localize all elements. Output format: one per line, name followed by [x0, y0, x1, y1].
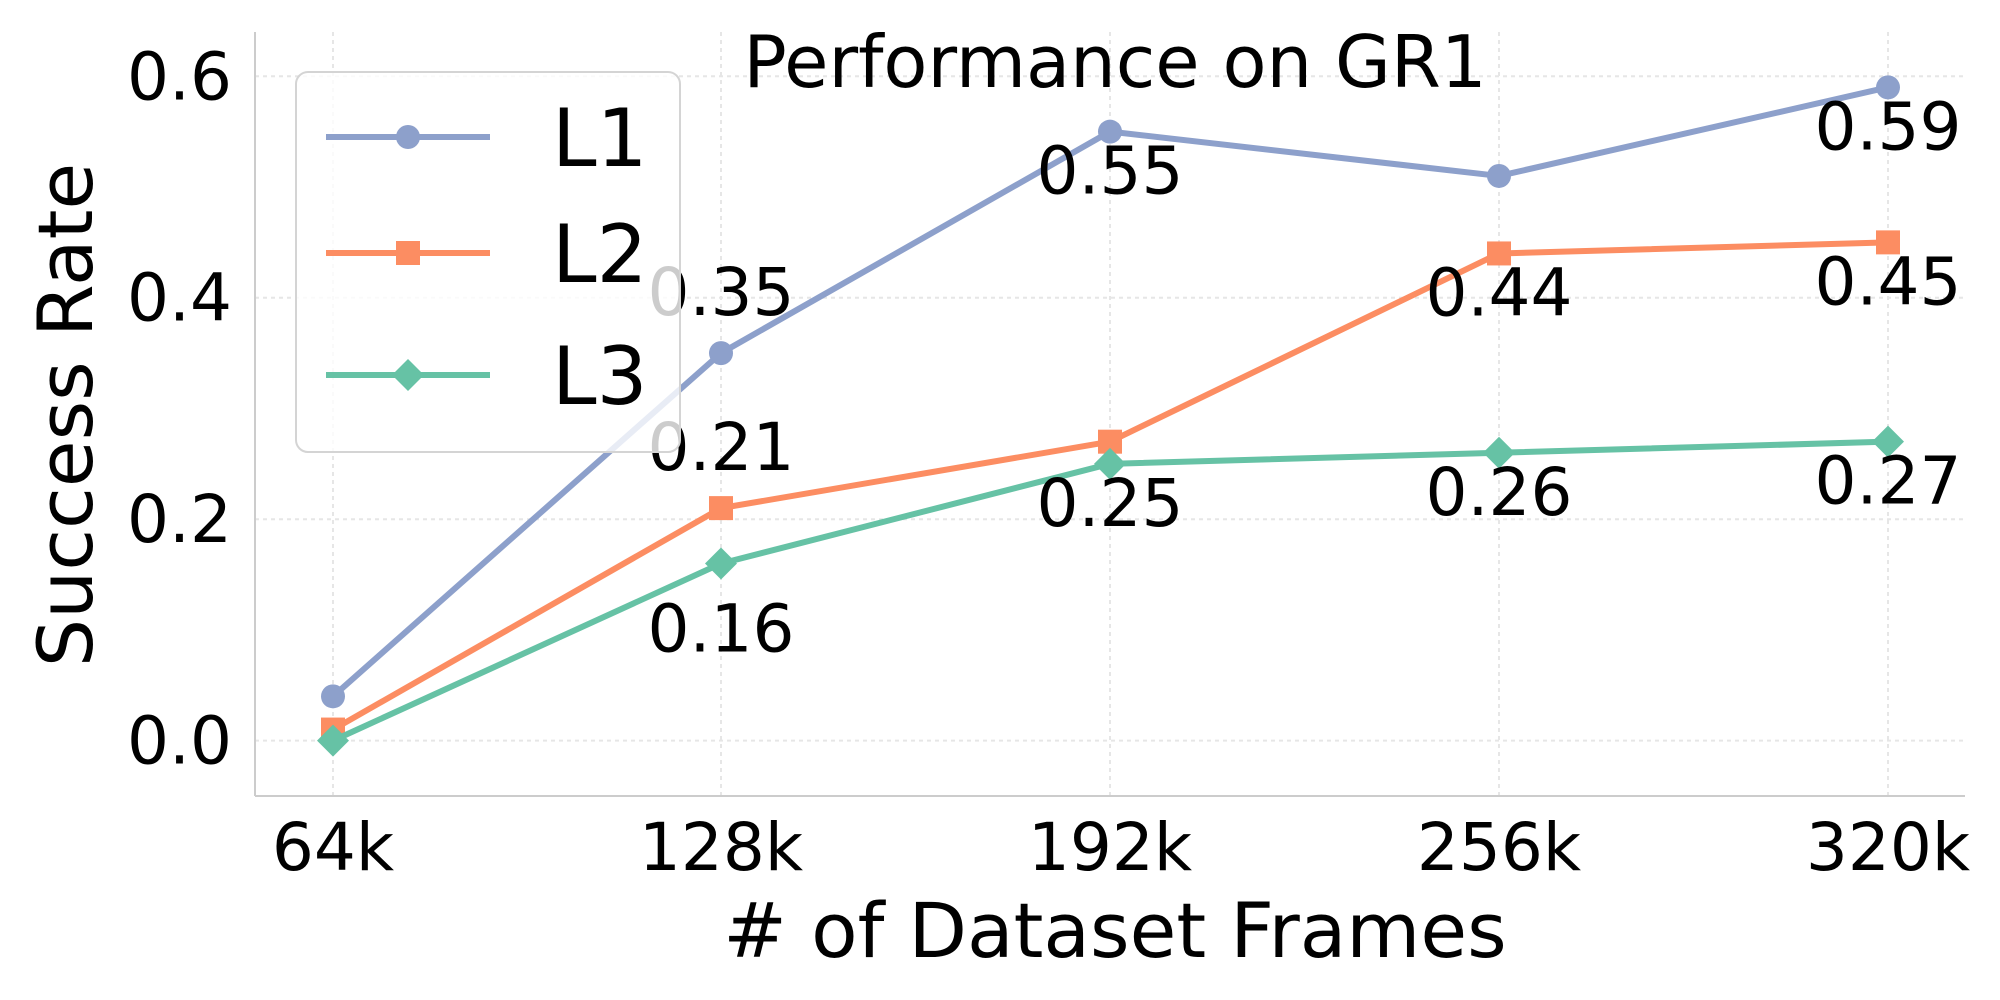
x-axis-title: # of Dataset Frames: [723, 886, 1506, 975]
data-point-L1: [1876, 75, 1900, 100]
series-L1: [321, 75, 1900, 709]
data-point-L3: [1094, 447, 1126, 480]
legend-box: [295, 71, 681, 453]
legend-item-L3: L3: [326, 330, 647, 423]
legend-marker-L3: [392, 359, 424, 391]
data-point-L3: [1872, 425, 1904, 458]
data-labels-layer: 0.350.550.590.210.44 0.450.160.25 0.26 0.27: [648, 88, 1962, 667]
data-label-L3: 0.26: [1426, 454, 1573, 531]
data-label-L1: 0.59: [1815, 88, 1962, 165]
data-point-L2: [1876, 230, 1900, 255]
x-tick-label: 128k: [639, 809, 804, 886]
data-label-L3: 0.16: [648, 590, 795, 667]
x-tick-label: 256k: [1417, 809, 1582, 886]
data-label-L3: 0.25: [1037, 465, 1184, 542]
x-tick-label: 320k: [1806, 809, 1971, 886]
ticks-layer: 64k 128k 192k 256k 320k 0.0 0.2 0.4 0.6: [127, 38, 1971, 886]
legend-item-L1: L1: [326, 92, 647, 185]
data-point-L1: [321, 684, 345, 709]
y-tick-label: 0.4: [127, 260, 232, 337]
series-layer: [317, 75, 1904, 757]
x-tick-label: 64k: [272, 809, 395, 886]
y-tick-label: 0.6: [127, 38, 232, 115]
data-point-L1: [1487, 163, 1511, 188]
series-L2: [321, 230, 1900, 742]
data-point-L2: [709, 496, 733, 521]
data-point-L3: [705, 547, 737, 580]
legend-marker-L2: [396, 241, 420, 265]
x-tick-label: 192k: [1028, 809, 1193, 886]
data-point-L1: [1098, 119, 1122, 144]
legend-entries: L1 L2 L3: [326, 92, 647, 423]
data-point-L3: [317, 724, 349, 757]
legend-label-L2: L2: [552, 208, 647, 301]
legend: L1 L2 L3: [295, 71, 681, 453]
data-point-L2: [1487, 241, 1511, 266]
y-tick-label: 0.2: [127, 481, 232, 558]
data-label-L2: 0.44: [1426, 254, 1573, 331]
legend-marker-L1: [396, 125, 420, 149]
y-tick-label: 0.0: [127, 703, 232, 780]
legend-label-L3: L3: [552, 330, 647, 423]
data-label-L2: 0.45: [1815, 243, 1962, 320]
data-point-L1: [709, 341, 733, 366]
grid-layer: [255, 32, 1965, 796]
series-L3: [317, 425, 1904, 757]
data-label-L1: 0.55: [1037, 133, 1184, 210]
data-label-L3: 0.27: [1815, 443, 1962, 520]
data-point-L3: [1483, 436, 1515, 469]
y-axis-title: Success Rate: [21, 163, 110, 667]
legend-label-L1: L1: [552, 92, 647, 185]
legend-item-L2: L2: [326, 208, 647, 301]
chart-title: Performance on GR1: [743, 20, 1486, 104]
axes-layer: [254, 32, 1965, 797]
